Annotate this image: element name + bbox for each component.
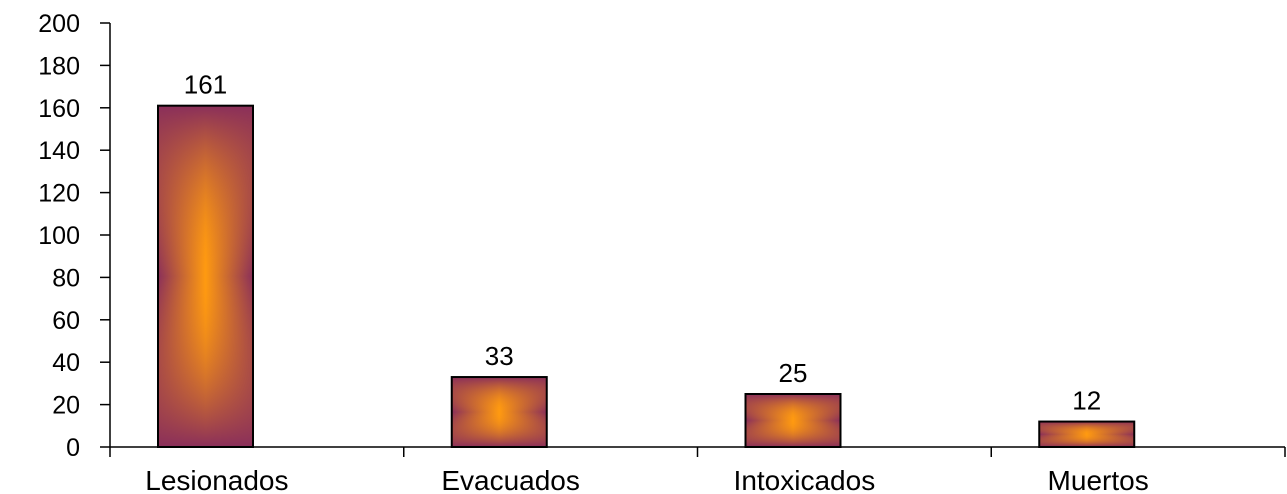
y-tick-label: 120: [38, 180, 80, 208]
y-tick-label: 180: [38, 52, 80, 80]
bar-outline: [450, 376, 548, 449]
y-tick-label: 20: [52, 392, 80, 420]
y-tick-label: 140: [38, 137, 80, 165]
y-tick-label: 0: [66, 434, 80, 462]
bars: [157, 104, 1136, 449]
y-tick-label: 160: [38, 95, 80, 123]
bar-outline: [1038, 420, 1136, 448]
category-label: Lesionados: [145, 465, 288, 494]
x-axis: Lesionados Evacuados Intoxicados Muertos: [109, 446, 1286, 494]
category-label: Muertos: [1048, 465, 1149, 494]
y-tick-label: 100: [38, 222, 80, 250]
y-tick-label: 60: [52, 307, 80, 335]
bar: [450, 376, 548, 449]
data-labels: 161 33 25 12: [184, 70, 1101, 416]
y-tick-label: 80: [52, 264, 80, 292]
bar: [157, 104, 254, 449]
y-tick-label: 40: [52, 349, 80, 377]
bar-value-label: 25: [779, 358, 808, 388]
y-axis: 0 20 40 60 80 100 120 140 160 180 200: [38, 10, 111, 462]
bar-value-label: 33: [485, 341, 514, 371]
bar-outline: [157, 104, 254, 449]
y-tick-label: 200: [38, 10, 80, 38]
category-label: Intoxicados: [734, 465, 876, 494]
bar-shade: [745, 394, 841, 447]
bar: [1038, 420, 1136, 448]
bar-shade: [1039, 421, 1135, 447]
bar-value-label: 161: [184, 70, 227, 100]
bar: [744, 393, 842, 448]
bar-shade: [158, 105, 253, 448]
bar-shade: [451, 377, 547, 447]
bar-value-label: 12: [1072, 386, 1101, 416]
bar-outline: [744, 393, 842, 448]
category-label: Evacuados: [441, 465, 580, 494]
